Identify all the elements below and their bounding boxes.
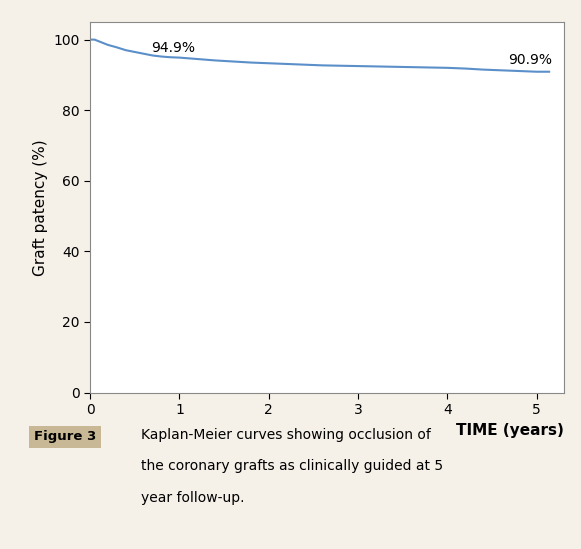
Text: Figure 3: Figure 3 xyxy=(34,430,96,444)
X-axis label: TIME (years): TIME (years) xyxy=(456,423,564,438)
Text: Kaplan-Meier curves showing occlusion of: Kaplan-Meier curves showing occlusion of xyxy=(141,428,431,442)
Y-axis label: Graft patency (%): Graft patency (%) xyxy=(33,139,48,276)
Text: year follow-up.: year follow-up. xyxy=(141,491,245,505)
Text: the coronary grafts as clinically guided at 5: the coronary grafts as clinically guided… xyxy=(141,460,443,473)
Text: 94.9%: 94.9% xyxy=(151,42,195,55)
Text: 90.9%: 90.9% xyxy=(508,53,552,67)
